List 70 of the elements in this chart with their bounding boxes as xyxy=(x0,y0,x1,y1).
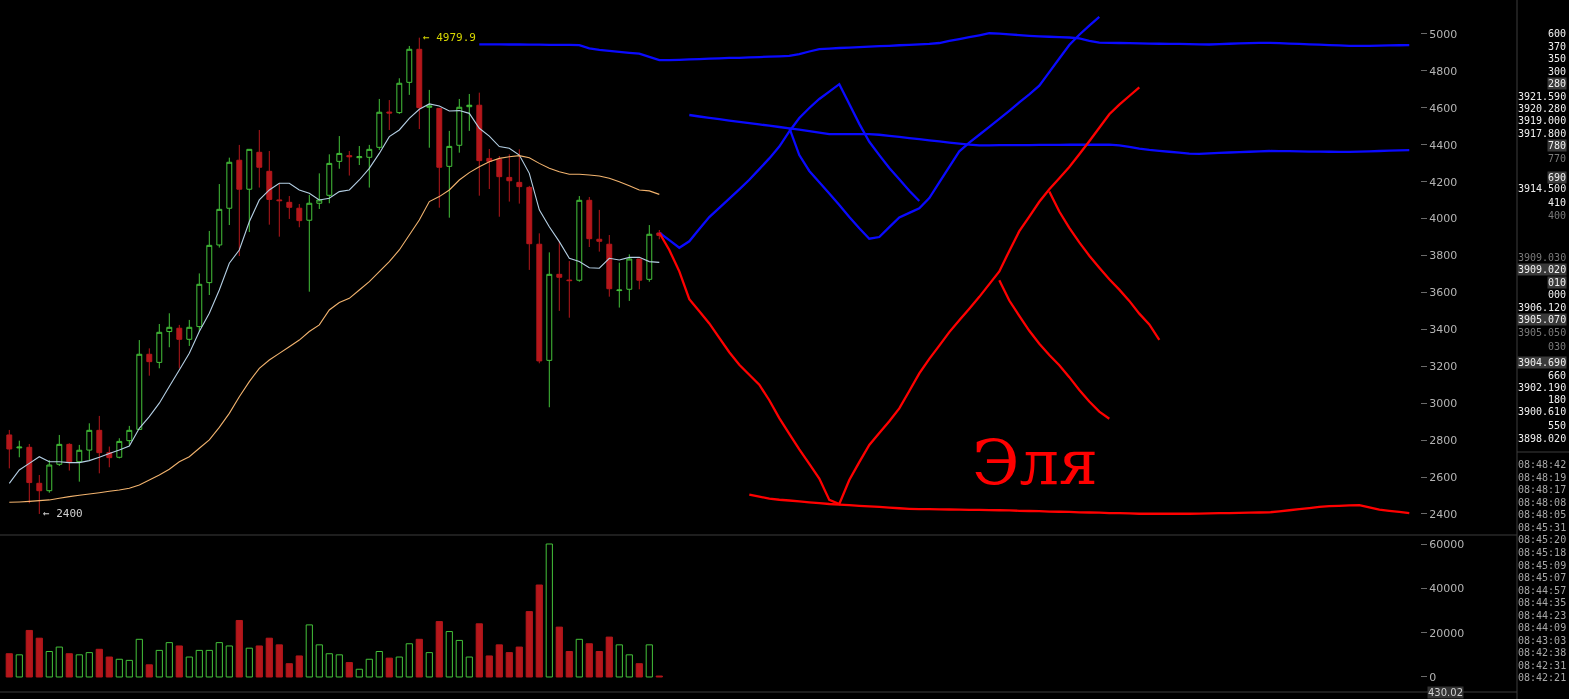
y-tick-label: 3400 xyxy=(1429,323,1458,337)
text: 3909.030 xyxy=(1518,252,1567,263)
text: 08:48:17 xyxy=(1518,484,1567,495)
text: 3905.050 xyxy=(1518,327,1567,338)
text: 08:44:23 xyxy=(1518,610,1567,621)
y-tick-label: 3000 xyxy=(1429,397,1458,411)
text: 010 xyxy=(1548,277,1567,288)
y-tick-label: 2800 xyxy=(1429,433,1458,447)
text: 3909.020 xyxy=(1518,264,1567,275)
y-tick-label: 5000 xyxy=(1429,27,1458,41)
text: 690 xyxy=(1548,172,1567,183)
annotation: Эля xyxy=(972,426,1098,499)
text: 3900.610 xyxy=(1518,406,1567,417)
text: 3921.590 xyxy=(1518,91,1567,102)
text: 660 xyxy=(1548,370,1567,381)
text: 08:42:21 xyxy=(1518,672,1567,683)
y-tick-label: 40000 xyxy=(1429,582,1465,596)
y-tick-label: 2600 xyxy=(1429,470,1458,484)
text: 08:42:31 xyxy=(1518,660,1567,671)
text: 3904.690 xyxy=(1518,357,1567,368)
text: 280 xyxy=(1548,78,1567,89)
text: 3920.280 xyxy=(1518,103,1567,114)
text: 3902.190 xyxy=(1518,382,1567,393)
y-tick-label: 4000 xyxy=(1429,212,1458,226)
text: 08:42:38 xyxy=(1518,647,1567,658)
text: 08:48:19 xyxy=(1518,472,1567,483)
y-tick-label: 4600 xyxy=(1429,101,1458,115)
annotation: ← 4979.9 xyxy=(423,31,476,44)
text: 770 xyxy=(1548,153,1567,164)
text: 400 xyxy=(1548,210,1567,221)
text: 3919.000 xyxy=(1518,115,1567,126)
text: 08:48:05 xyxy=(1518,509,1567,520)
text: 780 xyxy=(1548,140,1567,151)
text: 08:45:31 xyxy=(1518,522,1567,533)
text: 550 xyxy=(1548,420,1567,431)
text: 08:45:18 xyxy=(1518,547,1567,558)
text: 300 xyxy=(1548,66,1567,77)
y-tick-label: 0 xyxy=(1429,670,1437,684)
text: 08:44:09 xyxy=(1518,622,1567,633)
text: 030 xyxy=(1548,341,1567,352)
y-tick-label: 2400 xyxy=(1429,507,1458,521)
text: 08:45:09 xyxy=(1518,560,1567,571)
text: 08:48:08 xyxy=(1518,497,1567,508)
text: 08:45:20 xyxy=(1518,534,1567,545)
text: 000 xyxy=(1548,289,1567,300)
text: 3914.500 xyxy=(1518,183,1567,194)
y-tick-label: 60000 xyxy=(1429,537,1465,551)
text: 3898.020 xyxy=(1518,433,1567,444)
text: 08:44:57 xyxy=(1518,585,1567,596)
y-tick-label: 3200 xyxy=(1429,360,1458,374)
text: 430.02 xyxy=(1428,687,1463,698)
text: 410 xyxy=(1548,197,1567,208)
y-tick-label: 3600 xyxy=(1429,286,1458,300)
text: 3906.120 xyxy=(1518,302,1567,313)
text: 08:44:35 xyxy=(1518,597,1567,608)
y-tick-label: 4800 xyxy=(1429,64,1458,78)
text: 08:48:42 xyxy=(1518,459,1567,470)
text: 08:43:03 xyxy=(1518,635,1567,646)
text: 350 xyxy=(1548,53,1567,64)
y-tick-label: 20000 xyxy=(1429,626,1465,640)
y-tick-label: 4400 xyxy=(1429,138,1458,152)
y-tick-label: 3800 xyxy=(1429,249,1458,263)
text: 08:45:07 xyxy=(1518,572,1567,583)
text: 3917.800 xyxy=(1518,128,1567,139)
text: 3905.070 xyxy=(1518,314,1567,325)
text: 180 xyxy=(1548,394,1567,405)
text: 600 xyxy=(1548,28,1567,39)
text: 370 xyxy=(1548,41,1567,52)
y-tick-label: 4200 xyxy=(1429,175,1458,189)
annotation: ← 2400 xyxy=(43,507,83,520)
